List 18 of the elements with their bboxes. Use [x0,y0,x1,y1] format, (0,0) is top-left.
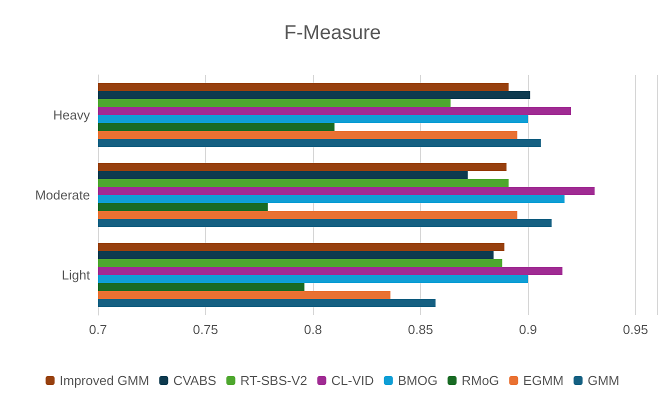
y-tick-label: Light [62,268,90,282]
x-tick-label: 0.8 [304,322,322,337]
legend-label: EGMM [523,373,564,388]
x-tick-label: 0.9 [518,322,538,337]
x-tick-label: 0.75 [192,322,218,337]
y-tick-label: Heavy [53,108,90,122]
legend-label: CL-VID [331,373,374,388]
legend-label: RMoG [462,373,500,388]
legend-label: GMM [588,373,620,388]
x-tick-label: 0.95 [622,322,648,337]
x-tick-label: 0.7 [88,322,108,337]
x-tick-label: 0.85 [408,322,434,337]
y-tick-label: Moderate [35,188,90,202]
legend-label: BMOG [398,373,438,388]
legend-label: RT-SBS-V2 [240,373,308,388]
chart-title: F-Measure [284,22,381,44]
legend-label: CVABS [173,373,217,388]
legend-label: Improved GMM [60,373,150,388]
